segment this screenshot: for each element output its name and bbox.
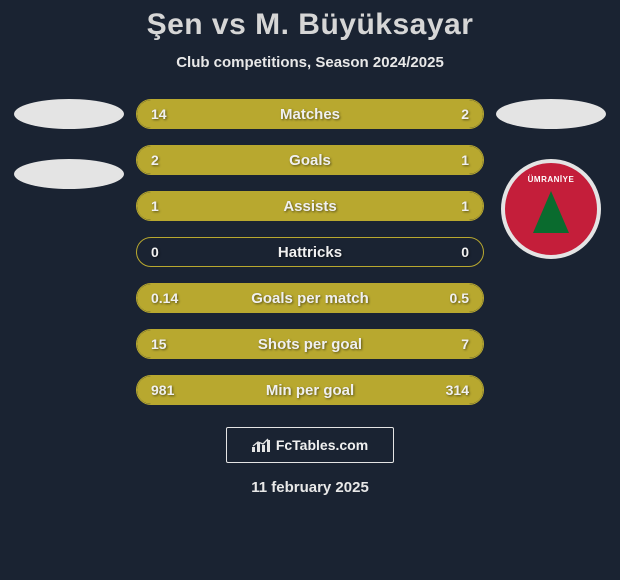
footer-date: 11 february 2025 [0,479,620,496]
stat-label: Goals [137,152,483,169]
stat-bar: 14Matches2 [136,99,484,129]
stat-label: Min per goal [137,382,483,399]
subtitle: Club competitions, Season 2024/2025 [0,54,620,71]
left-player-avatar-placeholder [14,99,124,129]
stat-label: Goals per match [137,290,483,307]
chart-icon [252,438,270,452]
stat-value-right: 314 [446,382,469,398]
right-club-badge: ÜMRANİYE [501,159,601,259]
stat-bar: 981Min per goal314 [136,375,484,405]
right-player-col: ÜMRANİYE [490,99,612,259]
stat-value-right: 7 [461,336,469,352]
stat-label: Shots per goal [137,336,483,353]
stat-label: Assists [137,198,483,215]
stat-value-right: 0 [461,244,469,260]
left-club-badge-placeholder [14,159,124,189]
brand-text: FcTables.com [276,437,368,453]
stat-value-right: 2 [461,106,469,122]
right-player-avatar-placeholder [496,99,606,129]
left-player-col [8,99,130,189]
stat-value-right: 0.5 [450,290,469,306]
stat-bars: 14Matches22Goals11Assists10Hattricks00.1… [130,99,490,405]
badge-text-top: ÜMRANİYE [505,175,597,184]
stat-bar: 2Goals1 [136,145,484,175]
stat-label: Matches [137,106,483,123]
stat-value-right: 1 [461,198,469,214]
stat-bar: 0.14Goals per match0.5 [136,283,484,313]
comparison-chart: 14Matches22Goals11Assists10Hattricks00.1… [0,99,620,405]
stat-label: Hattricks [137,244,483,261]
stat-bar: 15Shots per goal7 [136,329,484,359]
stat-bar: 0Hattricks0 [136,237,484,267]
brand-logo: FcTables.com [226,427,394,463]
stat-value-right: 1 [461,152,469,168]
stat-bar: 1Assists1 [136,191,484,221]
page-title: Şen vs M. Büyüksayar [0,0,620,42]
badge-tree-icon [533,191,569,233]
